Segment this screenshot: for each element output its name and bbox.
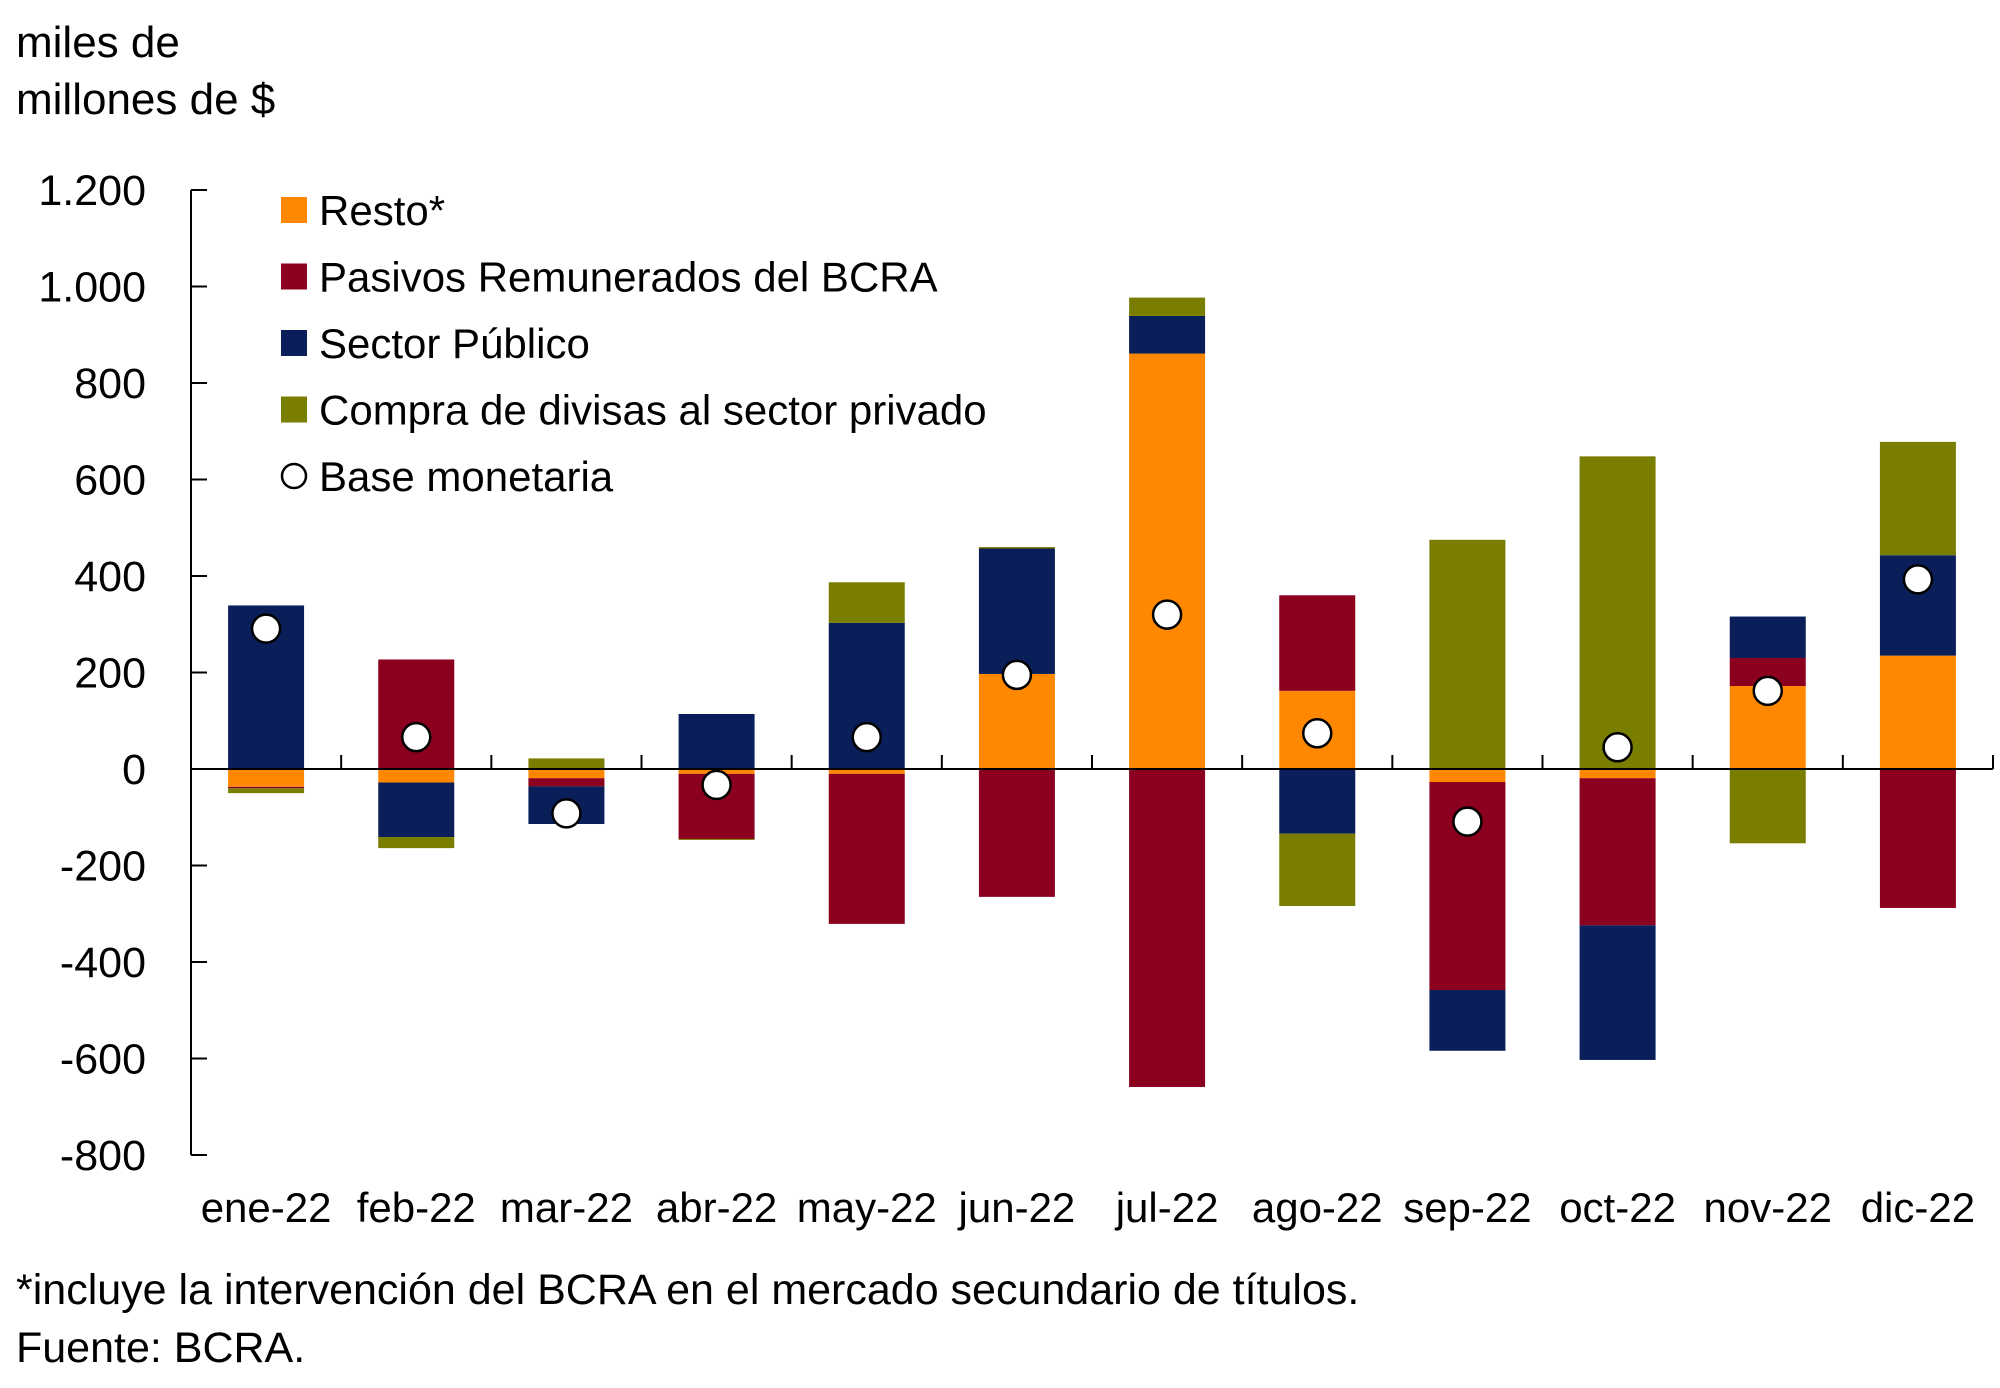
bar-segment — [228, 788, 305, 794]
legend-swatch — [281, 197, 307, 223]
bar-segment — [1129, 315, 1206, 354]
bar-segment — [1129, 297, 1206, 316]
legend-swatch — [281, 396, 307, 423]
legend-label: Resto* — [319, 187, 445, 234]
bar-segment — [1429, 769, 1506, 783]
bar-segment — [1879, 655, 1956, 769]
axes-layer: 1.200 1.000 800 600 400 200 0 -200 -400 -600 -800 e… — [38, 167, 1994, 1231]
bars-layer — [228, 297, 1956, 1087]
y-axis-unit-label: miles de millones de $ — [16, 14, 275, 128]
base-monetaria-marker — [1452, 806, 1483, 837]
y-tick-label: -400 — [60, 939, 146, 987]
y-tick-label: 1.200 — [38, 167, 146, 215]
y-axis-unit-line-1: miles de — [16, 18, 180, 67]
bar-segment — [1879, 769, 1956, 908]
x-tick-label: sep-22 — [1403, 1184, 1531, 1231]
y-tick-label: 0 — [122, 746, 146, 794]
bar-segment — [828, 769, 905, 774]
bar-segment — [1429, 539, 1506, 769]
legend-swatch — [281, 330, 307, 356]
legend-label: Compra de divisas al sector privado — [319, 387, 987, 434]
bar-segment — [378, 659, 455, 769]
base-monetaria-marker — [851, 721, 882, 753]
y-tick-label: 400 — [74, 553, 146, 601]
bar-segment — [1279, 833, 1356, 907]
bar-segment — [1279, 769, 1356, 834]
bar-segment — [678, 713, 755, 769]
bar-segment — [978, 547, 1055, 549]
y-tick-label: -600 — [60, 1036, 146, 1084]
base-monetaria-marker — [401, 721, 432, 753]
x-tick-label: abr-22 — [656, 1184, 777, 1231]
bar-segment — [1729, 769, 1806, 844]
bar-segment — [1879, 441, 1956, 556]
bar-segment — [1579, 769, 1656, 779]
base-monetaria-marker — [1151, 599, 1183, 630]
base-monetaria-marker — [1902, 564, 1934, 595]
bar-segment — [228, 769, 305, 787]
base-monetaria-marker — [1752, 675, 1783, 707]
x-tick-label: oct-22 — [1559, 1184, 1676, 1231]
bar-segment — [528, 758, 605, 769]
bar-segment — [1579, 778, 1656, 926]
bar-segment — [1429, 989, 1506, 1051]
x-tick-label: nov-22 — [1704, 1184, 1832, 1231]
bar-segment — [1279, 595, 1356, 691]
bar-segment — [978, 769, 1055, 897]
x-tick-label: dic-22 — [1861, 1184, 1975, 1231]
legend: Resto* Pasivos Remunerados del BCRA Sector… — [280, 187, 987, 500]
bar-segment — [228, 786, 305, 789]
legend-label: Sector Público — [319, 320, 590, 367]
y-tick-label: 600 — [74, 457, 146, 505]
bar-segment — [1579, 925, 1656, 1060]
base-monetaria-marker — [701, 769, 732, 801]
bar-segment — [978, 548, 1055, 674]
bar-segment — [528, 778, 605, 787]
x-tick-label: jul-22 — [1114, 1184, 1219, 1231]
y-tick-label: 200 — [74, 650, 146, 698]
base-monetaria-marker — [250, 613, 282, 644]
bar-segment — [1579, 456, 1656, 769]
bar-segment — [828, 582, 905, 623]
markers-layer — [250, 564, 1934, 837]
legend-swatch — [281, 263, 307, 290]
y-axis-unit-line-2: millones de $ — [16, 75, 276, 124]
bar-segment — [528, 769, 605, 779]
legend-marker-icon — [280, 462, 308, 490]
x-tick-label: may-22 — [797, 1184, 937, 1231]
bar-segment — [378, 769, 455, 783]
base-monetaria-marker — [551, 798, 582, 829]
y-tick-label: -800 — [60, 1132, 146, 1180]
footnote: *incluye la intervención del BCRA en el … — [16, 1266, 1360, 1314]
bar-segment — [1129, 769, 1206, 1087]
bar-segment — [828, 773, 905, 924]
source-note: Fuente: BCRA. — [16, 1324, 306, 1372]
y-tick-label: -200 — [60, 843, 146, 891]
legend-label: Base monetaria — [319, 453, 614, 500]
base-monetaria-marker — [1302, 718, 1333, 749]
base-monetaria-marker — [1602, 732, 1633, 763]
bar-segment — [378, 782, 455, 838]
bar-segment — [1729, 616, 1806, 659]
x-tick-label: ene-22 — [201, 1184, 332, 1231]
bar-segment — [1129, 353, 1206, 769]
x-tick-label: jun-22 — [957, 1184, 1076, 1231]
y-tick-label: 800 — [74, 360, 146, 408]
legend-label: Pasivos Remunerados del BCRA — [319, 254, 938, 301]
bar-segment — [678, 838, 755, 840]
base-monetaria-marker — [1001, 659, 1033, 691]
x-tick-label: mar-22 — [500, 1184, 633, 1231]
bar-segment — [378, 837, 455, 849]
y-tick-label: 1.000 — [38, 264, 146, 312]
x-tick-label: feb-22 — [357, 1184, 476, 1231]
x-tick-label: ago-22 — [1252, 1184, 1383, 1231]
